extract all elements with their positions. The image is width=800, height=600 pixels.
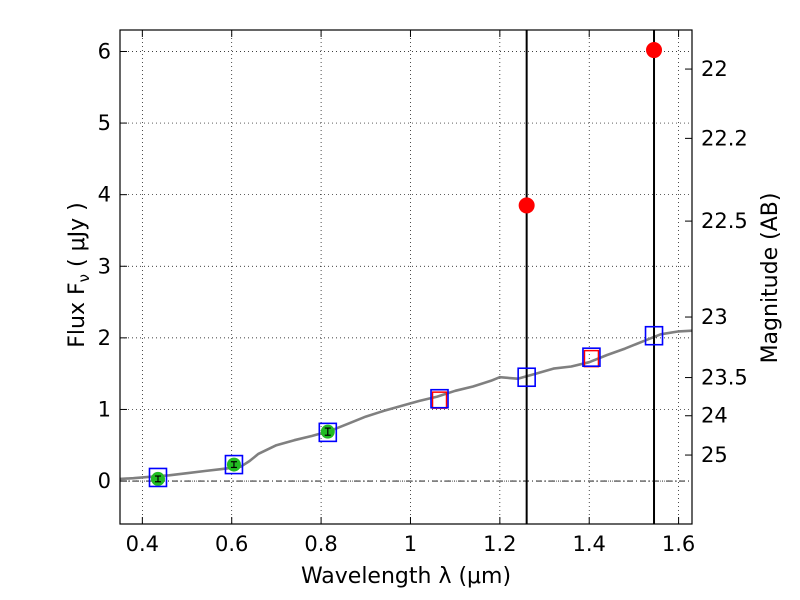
x-tick-label: 1 [404,532,417,556]
model-photometry-square [644,325,664,346]
model-photometry-square [224,454,244,475]
vertical-lines [525,30,656,524]
model-photometry-square [148,467,168,488]
model-photometry-square [582,347,601,367]
data-markers [148,42,664,488]
magnitude-tick-label: 24 [701,404,728,428]
model-photometry-square [430,388,449,409]
y-tick-label: 1 [98,397,111,421]
y-axis-label: Flux Fν ( μJy ) [65,202,93,347]
model-photometry-square [517,367,536,388]
magnitude-tick-label: 22 [701,57,728,81]
y-tick-label: 2 [98,326,111,350]
x-tick-label: 0.6 [215,532,248,556]
axis-ticks: 0.4 0.6 0.8 1 1.2 1.4 1.601234562222.222.52323… [98,30,748,556]
plot-frame [119,29,693,525]
x-tick-label: 1.2 [483,532,516,556]
y-tick-label: 3 [98,254,111,278]
x-tick-label: 0.4 [126,532,159,556]
y-axis-label-subscript: ν [75,274,93,282]
y-tick-label: 0 [98,469,111,493]
y-axis-label-units: ( μJy ) [65,202,90,274]
model-photometry-square [318,422,338,443]
upper-limit-point [518,197,535,214]
magnitude-tick-label: 22.2 [701,126,748,150]
model-spectrum [119,329,693,481]
grid [120,30,692,524]
y-tick-label: 4 [98,183,111,207]
y-tick-label: 6 [98,39,111,63]
upper-limit-point [646,42,663,59]
magnitude-tick-label: 25 [701,443,728,467]
spectrum-line [119,329,693,481]
magnitude-tick-label: 22.5 [701,209,748,233]
magnitude-tick-label: 23 [701,305,728,329]
y-axis-label-main: Flux F [65,282,90,347]
magnitude-tick-label: 23.5 [701,366,748,390]
x-tick-label: 1.4 [573,532,606,556]
x-tick-label: 1.6 [662,532,695,556]
y-tick-label: 5 [98,111,111,135]
x-axis-label: Wavelength λ (μm) [301,564,511,589]
x-tick-label: 0.8 [304,532,337,556]
right-axis-label: Magnitude (AB) [758,193,783,364]
